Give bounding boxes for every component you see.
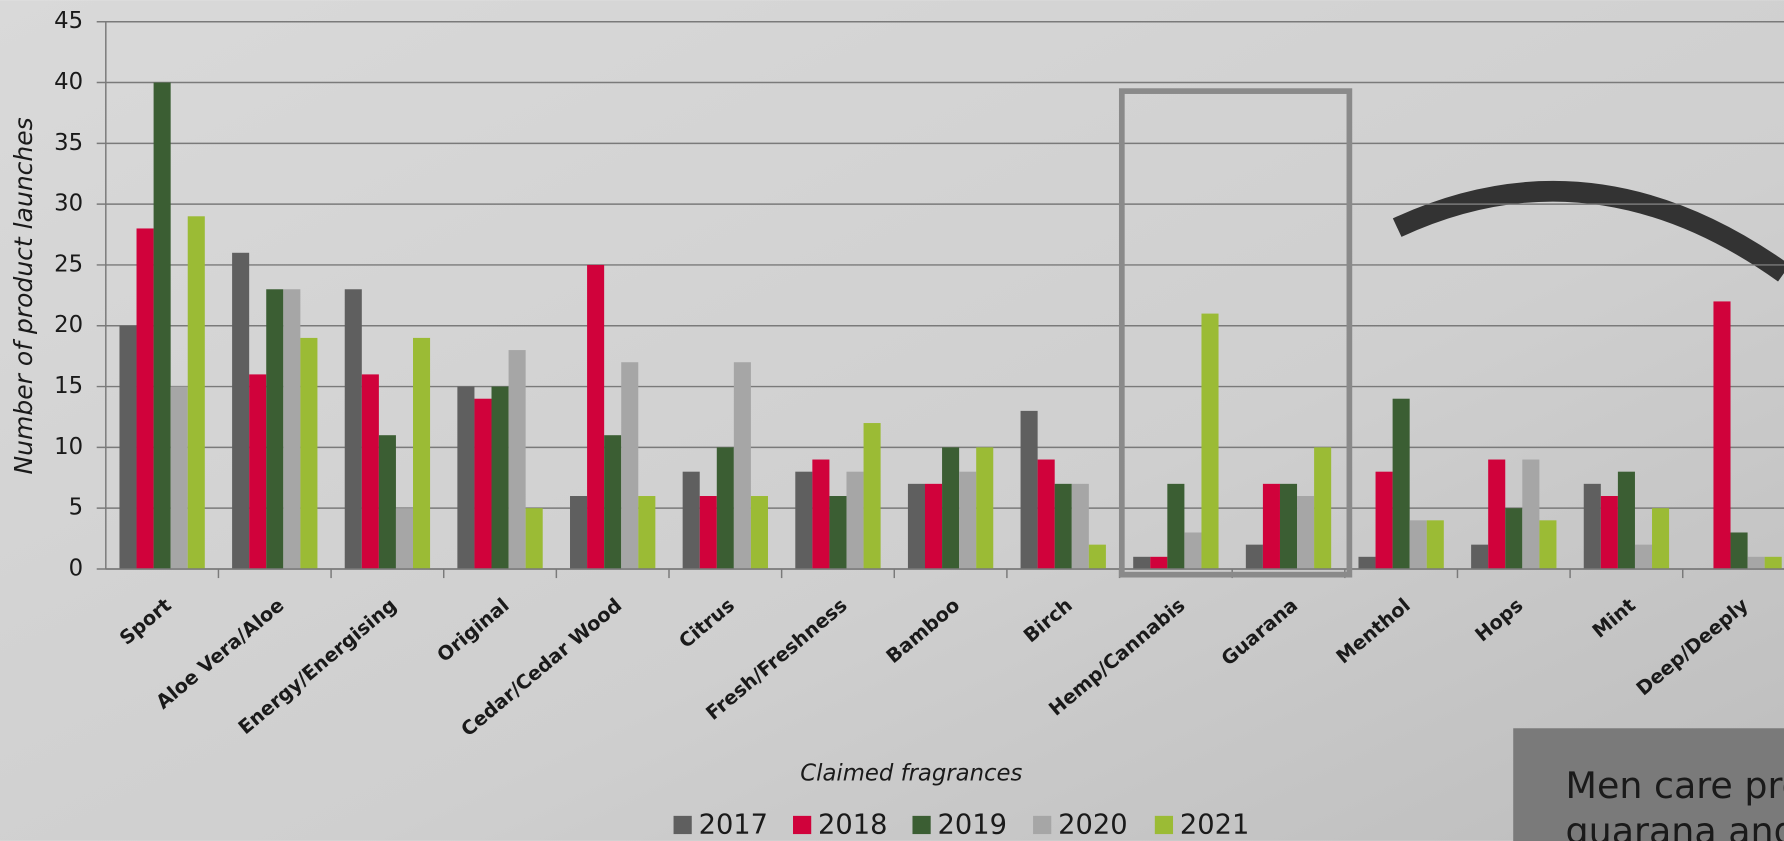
bar [942,447,959,569]
bar [266,289,283,569]
bar [1201,314,1218,569]
y-tick-label: 35 [54,130,83,156]
legend-label: 2019 [938,810,1007,841]
bar [1410,520,1427,569]
bar [570,496,587,569]
bar [526,508,543,569]
bar [457,387,474,569]
y-tick-label: 40 [54,69,83,95]
bar [1358,557,1375,569]
y-tick-label: 25 [54,251,83,277]
bar [1539,520,1556,569]
y-tick-label: 45 [54,8,83,34]
bar [1297,496,1314,569]
bar [1072,484,1089,569]
bar [1021,411,1038,569]
bar [864,423,881,569]
y-tick-label: 15 [54,373,83,399]
chart: 051015202530354045SportAloe Vera/AloeEne… [0,0,1784,841]
bar [1471,545,1488,569]
bar [795,472,812,569]
bar [1427,520,1444,569]
bar [509,350,526,569]
bar [1280,484,1297,569]
bar [1731,532,1748,568]
bar [1505,508,1522,569]
bar [1635,545,1652,569]
bar [812,460,829,569]
legend-swatch [1155,816,1173,834]
y-tick-label: 0 [69,555,83,581]
bar [1133,557,1150,569]
bar [700,496,717,569]
bar [1522,460,1539,569]
bar [1601,496,1618,569]
bar [1038,460,1055,569]
bar [717,447,734,569]
bar [683,472,700,569]
legend-label: 2018 [818,810,887,841]
bar [621,362,638,569]
bar [1618,472,1635,569]
bar [1652,508,1669,569]
bar [587,265,604,569]
y-tick-label: 20 [54,312,83,338]
bar [154,83,171,569]
bar [638,496,655,569]
bar [829,496,846,569]
y-tick-label: 5 [69,495,83,521]
bar [379,435,396,569]
legend-swatch [674,816,692,834]
bar [249,374,266,569]
callout-text: Men care pro [1566,764,1784,807]
bar [925,484,942,569]
bar [119,326,136,569]
bar [1314,447,1331,569]
bar [1584,484,1601,569]
bar [959,472,976,569]
bar [188,216,205,569]
legend-swatch [912,816,930,834]
x-axis-title: Claimed fragrances [800,760,1022,786]
bar [1713,301,1730,569]
bar [604,435,621,569]
bar [734,362,751,569]
bar [1246,545,1263,569]
bar [1393,399,1410,569]
bar [362,374,379,569]
y-tick-label: 30 [54,191,83,217]
y-tick-label: 10 [54,434,83,460]
callout-text: guarana and [1566,809,1784,841]
bar [232,253,249,569]
bar [474,399,491,569]
y-axis-title: Number of product launches [9,117,38,474]
legend-label: 2021 [1180,810,1249,841]
bar [171,387,188,569]
bar [1055,484,1072,569]
bar [908,484,925,569]
bar [396,508,413,569]
legend-label: 2020 [1058,810,1127,841]
bar [1150,557,1167,569]
bar [846,472,863,569]
bar [1765,557,1782,569]
bar [1089,545,1106,569]
bar [492,387,509,569]
legend-label: 2017 [699,810,768,841]
bar [1167,484,1184,569]
bar [751,496,768,569]
bar [976,447,993,569]
bar [1748,557,1765,569]
bar [1184,532,1201,568]
bar [1263,484,1280,569]
legend-swatch [793,816,811,834]
bar [413,338,430,569]
bar [300,338,317,569]
bar [1488,460,1505,569]
bar [345,289,362,569]
legend-swatch [1033,816,1051,834]
bar [137,228,154,569]
bar [1376,472,1393,569]
bar [283,289,300,569]
